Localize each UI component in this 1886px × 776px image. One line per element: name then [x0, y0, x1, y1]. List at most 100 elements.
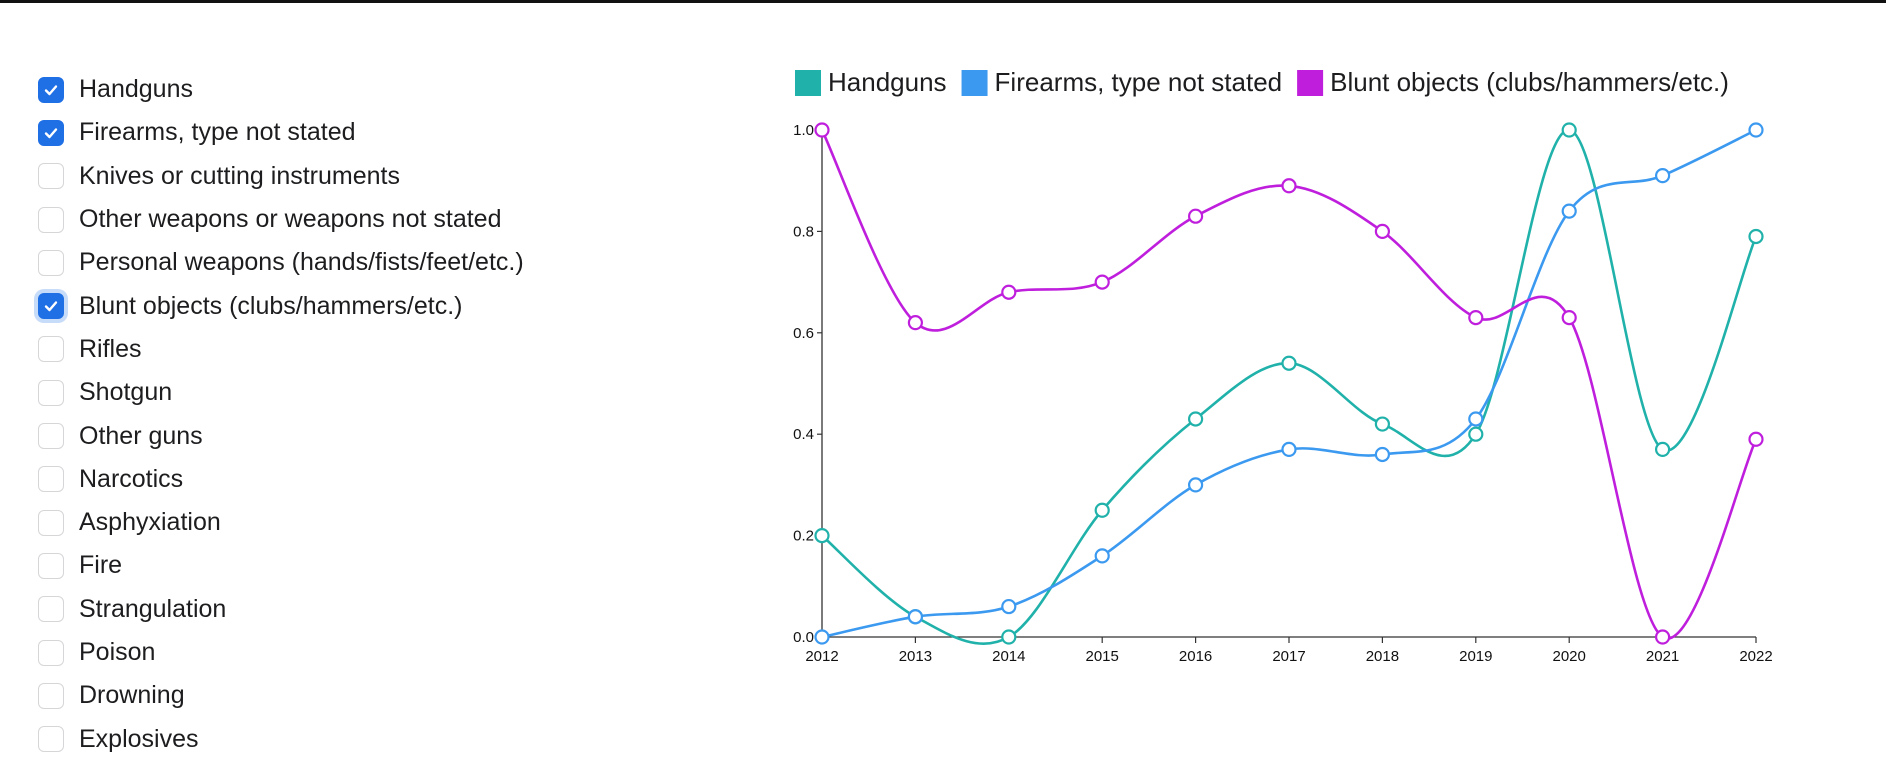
- legend-swatch: [795, 70, 821, 96]
- filter-label: Personal weapons (hands/fists/feet/etc.): [79, 248, 524, 277]
- series-line-0: [821, 128, 1758, 646]
- filter-label: Narcotics: [79, 464, 184, 493]
- y-tick-label: 1.0: [793, 122, 814, 139]
- filter-checkbox[interactable]: [38, 596, 64, 623]
- checkmark-icon: [44, 84, 58, 95]
- filter-label: Strangulation: [79, 594, 227, 623]
- filter-label: Handguns: [79, 75, 193, 104]
- data-point: [1188, 411, 1204, 427]
- filter-item[interactable]: Asphyxiation: [38, 501, 598, 544]
- filter-checkbox[interactable]: [38, 639, 64, 666]
- filter-checkbox[interactable]: [38, 726, 64, 753]
- data-point: [1748, 228, 1764, 245]
- filter-checkbox[interactable]: [38, 509, 64, 536]
- data-point: [1654, 441, 1671, 458]
- filter-checkbox[interactable]: [38, 249, 64, 276]
- x-tick-label: 2015: [1086, 648, 1119, 665]
- x-tick-label: 2012: [805, 648, 838, 665]
- filter-item[interactable]: Knives or cutting instruments: [38, 155, 598, 198]
- x-tick-label: 2019: [1459, 648, 1492, 665]
- data-point: [1468, 426, 1484, 442]
- filter-checkbox[interactable]: [38, 466, 64, 493]
- x-tick-label: 2018: [1366, 648, 1399, 665]
- data-point: [1001, 284, 1017, 300]
- filter-item[interactable]: Drowning: [38, 674, 598, 717]
- filter-label: Explosives: [79, 724, 199, 753]
- filter-item[interactable]: Rifles: [38, 328, 598, 371]
- data-point: [1654, 629, 1671, 645]
- filter-label: Shotgun: [79, 378, 173, 407]
- data-point: [1001, 629, 1017, 645]
- data-point: [1094, 548, 1110, 564]
- data-point: [814, 122, 830, 138]
- line-chart: 0.0 0.2 0.4 0.6 0.8 1.0 2012 2013 2014 2015 2016 20…: [793, 70, 1773, 665]
- filter-item[interactable]: Poison: [38, 631, 598, 674]
- filter-label: Other guns: [79, 421, 203, 450]
- legend-swatch: [1297, 70, 1324, 96]
- filter-label: Knives or cutting instruments: [79, 161, 400, 190]
- data-point: [1748, 431, 1764, 447]
- legend-swatch: [961, 70, 988, 96]
- filter-item[interactable]: Handguns: [38, 68, 598, 111]
- filter-label: Blunt objects (clubs/hammers/etc.): [79, 291, 463, 320]
- legend-label: Firearms, type not stated: [995, 70, 1283, 97]
- filter-item[interactable]: Blunt objects (clubs/hammers/etc.): [38, 284, 598, 327]
- data-point: [1468, 309, 1484, 326]
- filter-label: Asphyxiation: [79, 508, 221, 537]
- filter-label: Rifles: [79, 334, 142, 363]
- data-point: [814, 629, 830, 645]
- data-point: [1188, 477, 1204, 493]
- filter-checkbox[interactable]: [38, 163, 64, 190]
- x-tick-label: 2014: [992, 648, 1025, 665]
- series-line-1: [821, 128, 1757, 639]
- legend-label: Blunt objects (clubs/hammers/etc.): [1330, 70, 1729, 97]
- top-border: [0, 0, 1886, 3]
- weapon-filter-list: Handguns Firearms, type not stated Knives …: [38, 68, 598, 761]
- y-tick-label: 0.8: [793, 223, 814, 240]
- data-point: [907, 315, 923, 331]
- x-tick-label: 2013: [899, 648, 932, 665]
- filter-checkbox[interactable]: [38, 379, 64, 406]
- data-point: [1561, 203, 1577, 219]
- data-point: [1188, 208, 1204, 224]
- y-tick-label: 0.6: [793, 325, 814, 342]
- filter-label: Fire: [79, 551, 123, 580]
- data-point: [1094, 274, 1110, 290]
- data-point: [1748, 122, 1764, 138]
- y-tick-label: 0.2: [793, 528, 814, 545]
- filter-checkbox[interactable]: [38, 552, 64, 579]
- filter-item[interactable]: Other guns: [38, 414, 598, 457]
- y-tick-label: 0.4: [793, 426, 814, 443]
- filter-item[interactable]: Other weapons or weapons not stated: [38, 198, 598, 241]
- data-point: [1561, 122, 1577, 138]
- filter-checkbox[interactable]: [38, 336, 64, 363]
- filter-item[interactable]: Personal weapons (hands/fists/feet/etc.): [38, 241, 598, 284]
- filter-item[interactable]: Explosives: [38, 717, 598, 760]
- data-point: [1374, 416, 1391, 432]
- filter-label: Poison: [79, 638, 156, 666]
- data-point: [1468, 411, 1484, 427]
- data-point: [1281, 178, 1297, 194]
- data-point: [1374, 223, 1391, 239]
- checkmark-icon: [44, 301, 58, 312]
- filter-checkbox[interactable]: [38, 119, 64, 146]
- data-point: [1561, 309, 1577, 326]
- legend-label: Handguns: [828, 70, 947, 97]
- x-tick-label: 2022: [1739, 648, 1772, 665]
- filter-item[interactable]: Shotgun: [38, 371, 598, 414]
- checkmark-icon: [44, 128, 58, 139]
- filter-checkbox[interactable]: [38, 76, 64, 103]
- filter-checkbox[interactable]: [38, 293, 64, 320]
- filter-item[interactable]: Fire: [38, 544, 598, 587]
- filter-checkbox[interactable]: [38, 682, 64, 709]
- filter-item[interactable]: Firearms, type not stated: [38, 111, 598, 154]
- y-tick-label: 0.0: [793, 629, 814, 646]
- filter-checkbox[interactable]: [38, 206, 64, 233]
- x-tick-label: 2020: [1553, 648, 1586, 665]
- data-point: [1094, 502, 1110, 518]
- filter-item[interactable]: Strangulation: [38, 588, 598, 631]
- filter-item[interactable]: Narcotics: [38, 458, 598, 501]
- filter-checkbox[interactable]: [38, 423, 64, 450]
- x-tick-label: 2017: [1272, 648, 1305, 665]
- series-line-2: [820, 129, 1758, 640]
